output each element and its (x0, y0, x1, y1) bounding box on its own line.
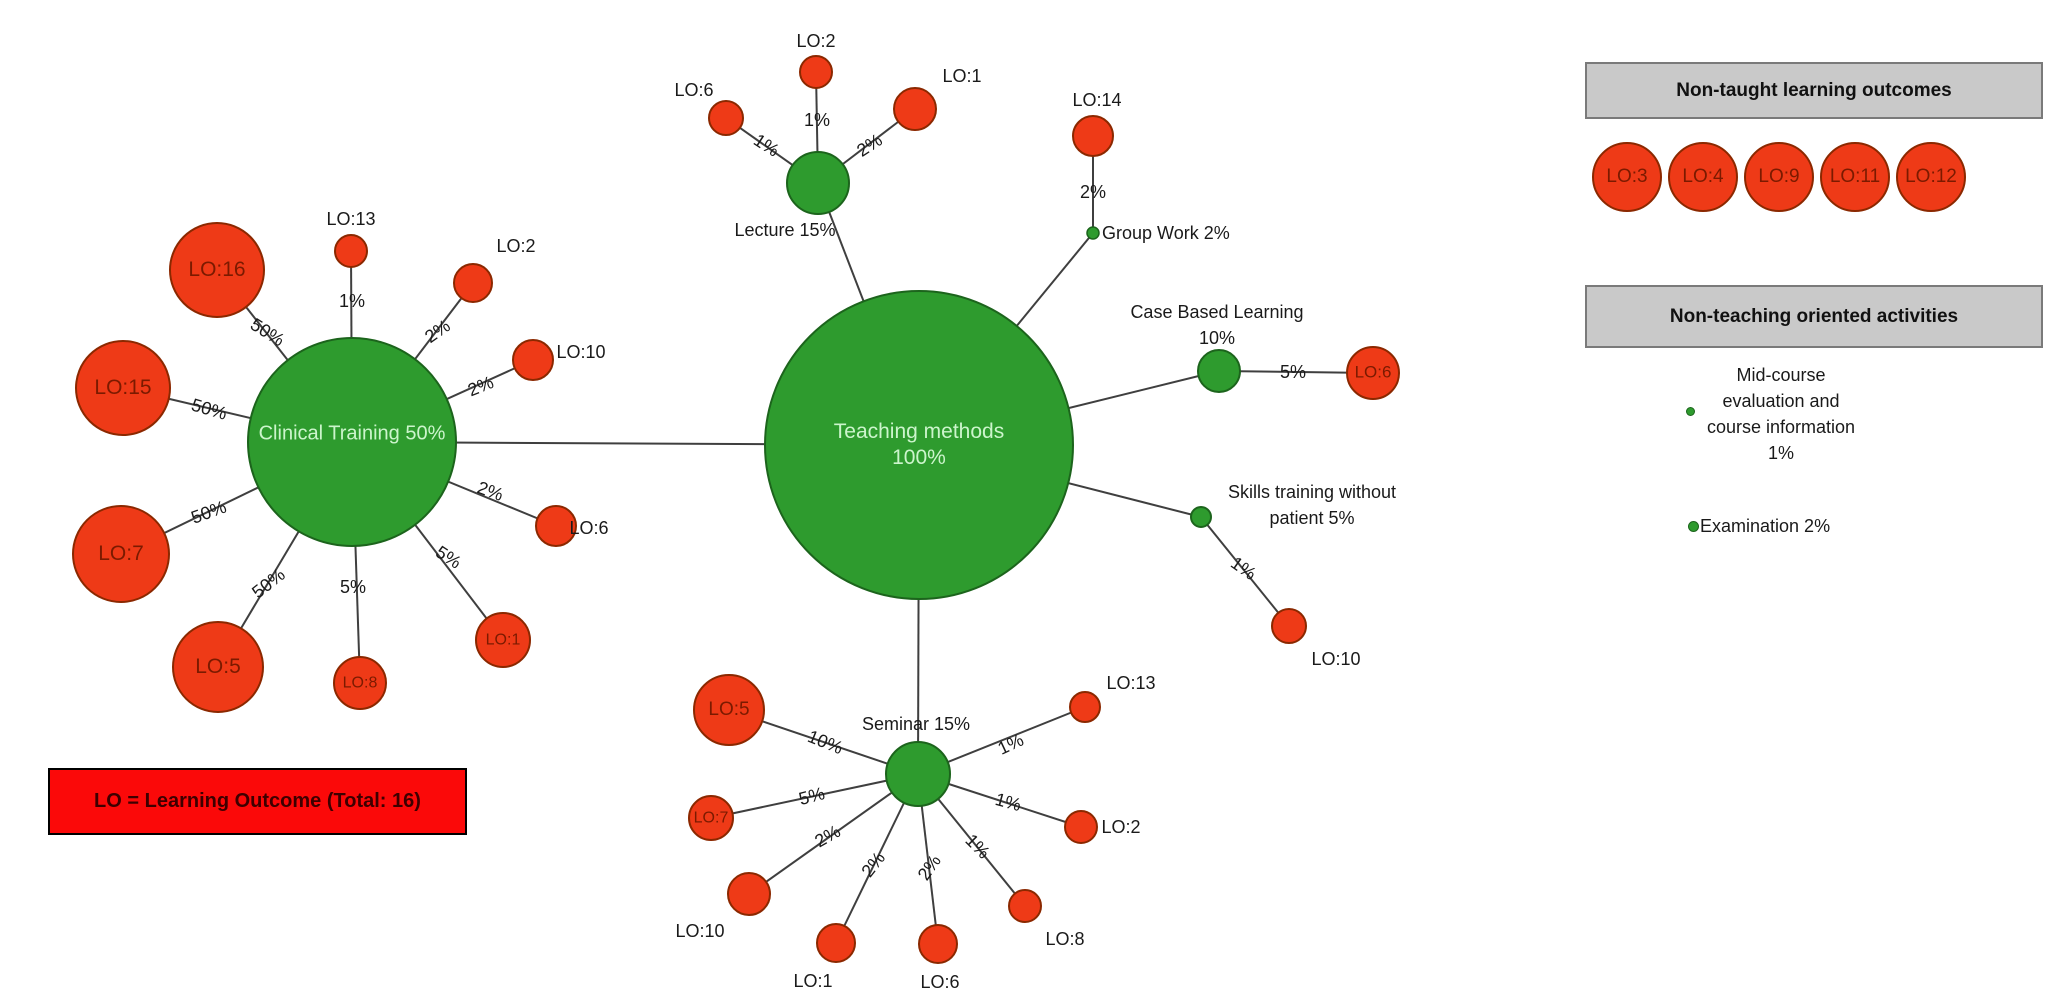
method-node-case-based-learning (1197, 349, 1241, 393)
lo-node-clinical-lo8 (333, 656, 387, 710)
lo-node-seminar-lo5 (693, 674, 765, 746)
lo-node-clinical-lo2 (453, 263, 493, 303)
lo-node-clinical-lo10 (512, 339, 554, 381)
midcourse-note: Mid-course evaluation and course informati… (1681, 362, 1881, 466)
non-taught-panel-header: Non-taught learning outcomes (1585, 62, 2043, 119)
midcourse-line: evaluation and (1722, 391, 1840, 411)
method-node-seminar (885, 741, 951, 807)
lo-legend-label: LO = Learning Outcome (Total: 16) (94, 790, 421, 812)
examination-note: Examination 2% (1688, 512, 1830, 540)
lo-node-seminar-lo6 (918, 924, 958, 964)
edge-line (748, 773, 919, 895)
examination-label: Examination 2% (1700, 515, 1831, 536)
method-node-lecture (786, 151, 850, 215)
lo-node-clinical-lo13 (334, 234, 368, 268)
non-teaching-panel-header: Non-teaching oriented activities (1585, 285, 2043, 348)
lo-node-seminar-lo7 (688, 795, 734, 841)
method-node-teaching-methods (764, 290, 1074, 600)
examination-dot (1688, 520, 1699, 532)
midcourse-line: Mid-course (1736, 365, 1826, 385)
midcourse-line: course information (1706, 417, 1856, 437)
non-teaching-title: Non-teaching oriented activities (1669, 305, 1959, 327)
lo-node-clinical-lo7 (72, 505, 170, 603)
method-node-skills-training (1190, 506, 1212, 528)
lo-node-clinical-lo1 (475, 612, 531, 668)
non-taught-lo-lo12: LO:12 (1896, 142, 1966, 212)
edge-line (1200, 516, 1290, 627)
lo-node-skills-training-lo10 (1271, 608, 1307, 644)
lo-node-group-work-lo14 (1072, 115, 1114, 157)
lo-node-lecture-lo2 (799, 55, 833, 89)
non-taught-title: Non-taught learning outcomes (1676, 79, 1952, 101)
midcourse-dot (1686, 407, 1695, 416)
edge-line (710, 773, 919, 819)
lo-node-seminar-lo8 (1008, 889, 1042, 923)
lo-node-seminar-lo1 (816, 923, 856, 963)
non-taught-lo-lo11: LO:11 (1820, 142, 1890, 212)
lo-node-seminar-lo13 (1069, 691, 1101, 723)
lo-node-seminar-lo2 (1064, 810, 1098, 844)
non-taught-lo-lo4: LO:4 (1668, 142, 1738, 212)
lo-node-seminar-lo10 (727, 872, 771, 916)
lo-legend: LO = Learning Outcome (Total: 16) (48, 768, 467, 835)
lo-node-case-based-learning-lo6 (1346, 346, 1400, 400)
lo-node-clinical-lo6 (535, 505, 577, 547)
method-node-group-work (1086, 226, 1100, 240)
midcourse-line: 1% (1767, 443, 1794, 463)
non-taught-lo-row: LO:3 LO:4 LO:9 LO:11 LO:12 (1592, 142, 1966, 212)
lo-node-lecture-lo6 (708, 100, 744, 136)
lo-node-clinical-lo15 (75, 340, 171, 436)
method-node-clinical-training (247, 337, 457, 547)
lo-node-lecture-lo1 (893, 87, 937, 131)
lo-node-clinical-lo5 (172, 621, 264, 713)
lo-node-clinical-lo16 (169, 222, 265, 318)
non-taught-lo-lo3: LO:3 (1592, 142, 1662, 212)
non-taught-lo-lo9: LO:9 (1744, 142, 1814, 212)
